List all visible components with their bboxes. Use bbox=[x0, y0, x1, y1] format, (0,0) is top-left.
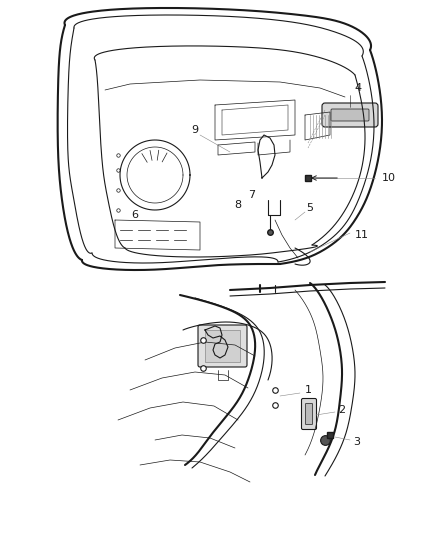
Text: 2: 2 bbox=[338, 405, 345, 415]
FancyBboxPatch shape bbox=[301, 399, 317, 430]
FancyBboxPatch shape bbox=[198, 325, 247, 367]
Text: 8: 8 bbox=[234, 200, 242, 210]
Text: 6: 6 bbox=[131, 210, 138, 220]
FancyBboxPatch shape bbox=[205, 330, 240, 362]
Text: 11: 11 bbox=[355, 230, 369, 240]
Text: 5: 5 bbox=[307, 203, 314, 213]
Text: 4: 4 bbox=[354, 83, 361, 93]
Text: 3: 3 bbox=[353, 437, 360, 447]
Text: 1: 1 bbox=[305, 385, 312, 395]
Text: 9: 9 bbox=[191, 125, 198, 135]
Text: 10: 10 bbox=[382, 173, 396, 183]
FancyBboxPatch shape bbox=[305, 403, 312, 424]
FancyBboxPatch shape bbox=[322, 103, 378, 127]
FancyBboxPatch shape bbox=[331, 109, 369, 121]
Text: 7: 7 bbox=[248, 190, 255, 200]
